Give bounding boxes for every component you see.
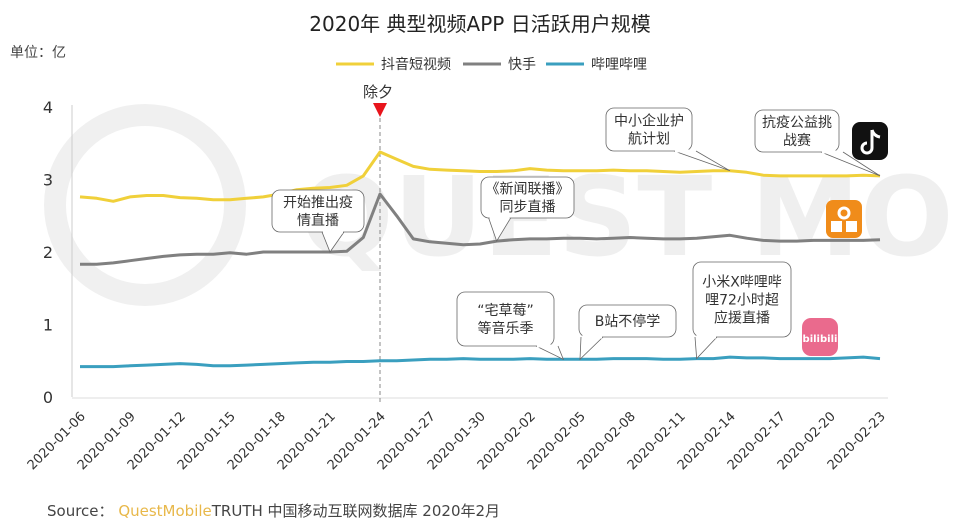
callout-box [456,291,555,347]
callout-box [480,176,575,219]
callout-pointer [321,231,345,253]
kuaishou-block [846,221,857,232]
callout-text: 小米X哔哩哔 [702,275,782,291]
callout-pointer [579,336,604,361]
unit-label: 单位：亿 [10,45,66,61]
callout-box [578,304,677,338]
legend-label: 抖音短视频 [381,56,451,73]
watermark-ring [44,104,246,306]
y-tick-label: 2 [43,243,53,262]
douyin-bg [852,122,888,160]
source-brand: QuestMobile [118,502,212,520]
annotation-callout: “宅草莓”等音乐季 [456,291,565,361]
callout-gap [489,216,510,220]
kuaishou-block [831,221,842,232]
down-triangle-icon [373,103,387,117]
callout-box [692,261,792,338]
callout-text: 战赛 [783,133,811,149]
source-rest: TRUTH 中国移动互联网数据库 2020年2月 [211,502,501,520]
y-tick-label: 4 [43,98,53,117]
source-note: Source： QuestMobileTRUTH 中国移动互联网数据库 2020… [47,500,500,521]
callout-text: 中小企业护 [614,113,684,130]
legend-label: 哔哩哔哩 [591,57,647,73]
callout-gap [537,344,557,348]
bilibili-bg [802,318,838,356]
callout-text: “宅草莓” [477,303,534,319]
callout-gap [696,335,716,339]
callout-text: 开始推出疫 [283,195,353,211]
callout-pointer [488,217,512,243]
series-line-2 [80,192,881,266]
callout-pointer [535,345,565,361]
kuaishou-circle [837,206,851,220]
bilibili-text: bilibili [803,334,838,345]
douyin-note [860,129,881,155]
callout-pointer [673,150,731,172]
y-tick-label: 0 [43,388,53,407]
callout-box [754,109,840,153]
callout-box [605,107,693,152]
series-line-1 [79,150,881,203]
callout-gap [822,150,842,154]
callout-gap [323,230,343,234]
bilibili-logo-icon: bilibili [802,318,838,356]
chart-title: 2020年 典型视频APP 日活跃用户规模 [309,12,651,36]
y-tick-label: 3 [43,171,53,190]
series-line-3 [80,355,881,369]
callout-text: 航计划 [628,132,670,148]
callout-text: 《新闻联播》 [486,182,570,198]
callout-box [271,189,365,233]
callout-pointer [820,151,881,177]
kuaishou-logo-icon [826,200,862,238]
annotation-callout: B站不停学 [578,304,677,361]
callout-gap [582,335,602,339]
callout-text: B站不停学 [595,313,661,330]
callout-text: 等音乐季 [478,320,534,337]
douyin-logo-icon [852,122,888,160]
annotation-callout: 《新闻联播》同步直播 [480,176,575,243]
callout-text: 同步直播 [500,199,556,216]
marker-label: 除夕 [363,83,393,101]
callout-text: 哩72小时超 [705,293,779,309]
y-tick-label: 1 [43,316,53,335]
source-prefix: Source： [47,502,114,520]
callout-text: 应援直播 [714,310,770,327]
callout-gap [675,149,695,153]
callout-text: 情直播 [297,212,339,229]
legend-label: 快手 [508,57,536,73]
callout-pointer [694,336,718,360]
callout-text: 抗疫公益挑 [762,115,832,131]
